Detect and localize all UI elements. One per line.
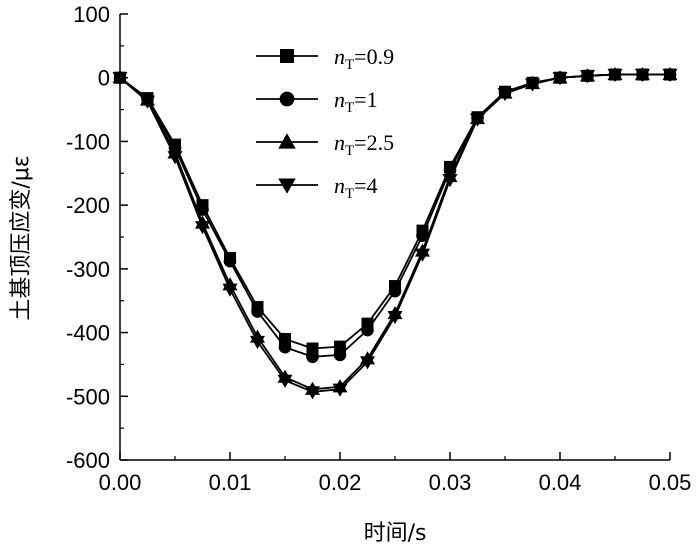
- data-point: [387, 311, 403, 325]
- data-point: [635, 68, 650, 83]
- y-tick-label: -500: [66, 384, 110, 409]
- data-point: [388, 284, 402, 298]
- data-point: [580, 70, 595, 84]
- y-tick-label: 100: [73, 2, 110, 27]
- y-axis-title: 土基顶压应变/με: [9, 155, 34, 320]
- data-point: [140, 95, 155, 109]
- data-point: [415, 248, 430, 262]
- data-point: [305, 386, 320, 400]
- legend-item: nT=2.5: [256, 130, 394, 159]
- data-point: [361, 323, 374, 337]
- y-tick-label: -200: [66, 193, 110, 218]
- y-tick-label: 0: [98, 66, 110, 91]
- y-tick-label: -400: [66, 321, 110, 346]
- legend-label: nT=4: [334, 173, 378, 202]
- data-point: [278, 340, 292, 354]
- data-point: [332, 383, 348, 397]
- data-point: [250, 335, 265, 349]
- data-point: [306, 350, 319, 364]
- data-point: [416, 229, 429, 243]
- x-axis-title: 时间/s: [364, 521, 427, 546]
- data-point: [360, 356, 375, 370]
- data-point: [251, 305, 264, 318]
- legend: nT=0.9 nT=1 nT=2.5 nT=4: [256, 44, 394, 202]
- data-point: [333, 348, 347, 362]
- data-point: [442, 174, 458, 188]
- legend-item: nT=4: [256, 173, 378, 202]
- legend-label: nT=1: [334, 87, 378, 116]
- data-point: [607, 68, 623, 83]
- data-point: [497, 88, 513, 102]
- legend-item: nT=0.9: [256, 44, 394, 73]
- series-4: [112, 68, 678, 400]
- legend-label: nT=0.9: [334, 44, 394, 73]
- x-tick-label: 0.03: [429, 470, 472, 495]
- x-tick-label: 0.05: [649, 470, 692, 495]
- legend-item: nT=1: [256, 87, 378, 116]
- series-3: [112, 67, 678, 395]
- legend-marker: [278, 133, 296, 149]
- x-tick-label: 0.01: [209, 470, 252, 495]
- y-tick-label: -300: [66, 257, 110, 282]
- series-layer: [112, 67, 678, 400]
- x-tick-label: 0.00: [99, 470, 142, 495]
- x-tick-label: 0.02: [319, 470, 362, 495]
- legend-label: nT=2.5: [334, 130, 394, 159]
- y-tick-label: -100: [66, 129, 110, 154]
- legend-marker: [279, 91, 295, 107]
- axes: 0.00 0.01 0.02 0.03 0.04 0.05 100 0 -100 -200 -300…: [66, 2, 691, 495]
- data-point: [525, 78, 540, 92]
- legend-marker: [280, 49, 294, 63]
- data-point: [662, 68, 678, 83]
- data-point: [167, 151, 183, 165]
- data-point: [195, 221, 210, 235]
- y-tick-label: -600: [66, 448, 110, 473]
- data-point: [223, 254, 237, 268]
- x-tick-label: 0.04: [539, 470, 582, 495]
- data-point: [470, 113, 485, 127]
- legend-marker: [278, 178, 296, 194]
- data-point: [112, 72, 128, 86]
- data-point: [277, 374, 293, 388]
- data-point: [552, 72, 568, 86]
- data-point: [222, 283, 238, 297]
